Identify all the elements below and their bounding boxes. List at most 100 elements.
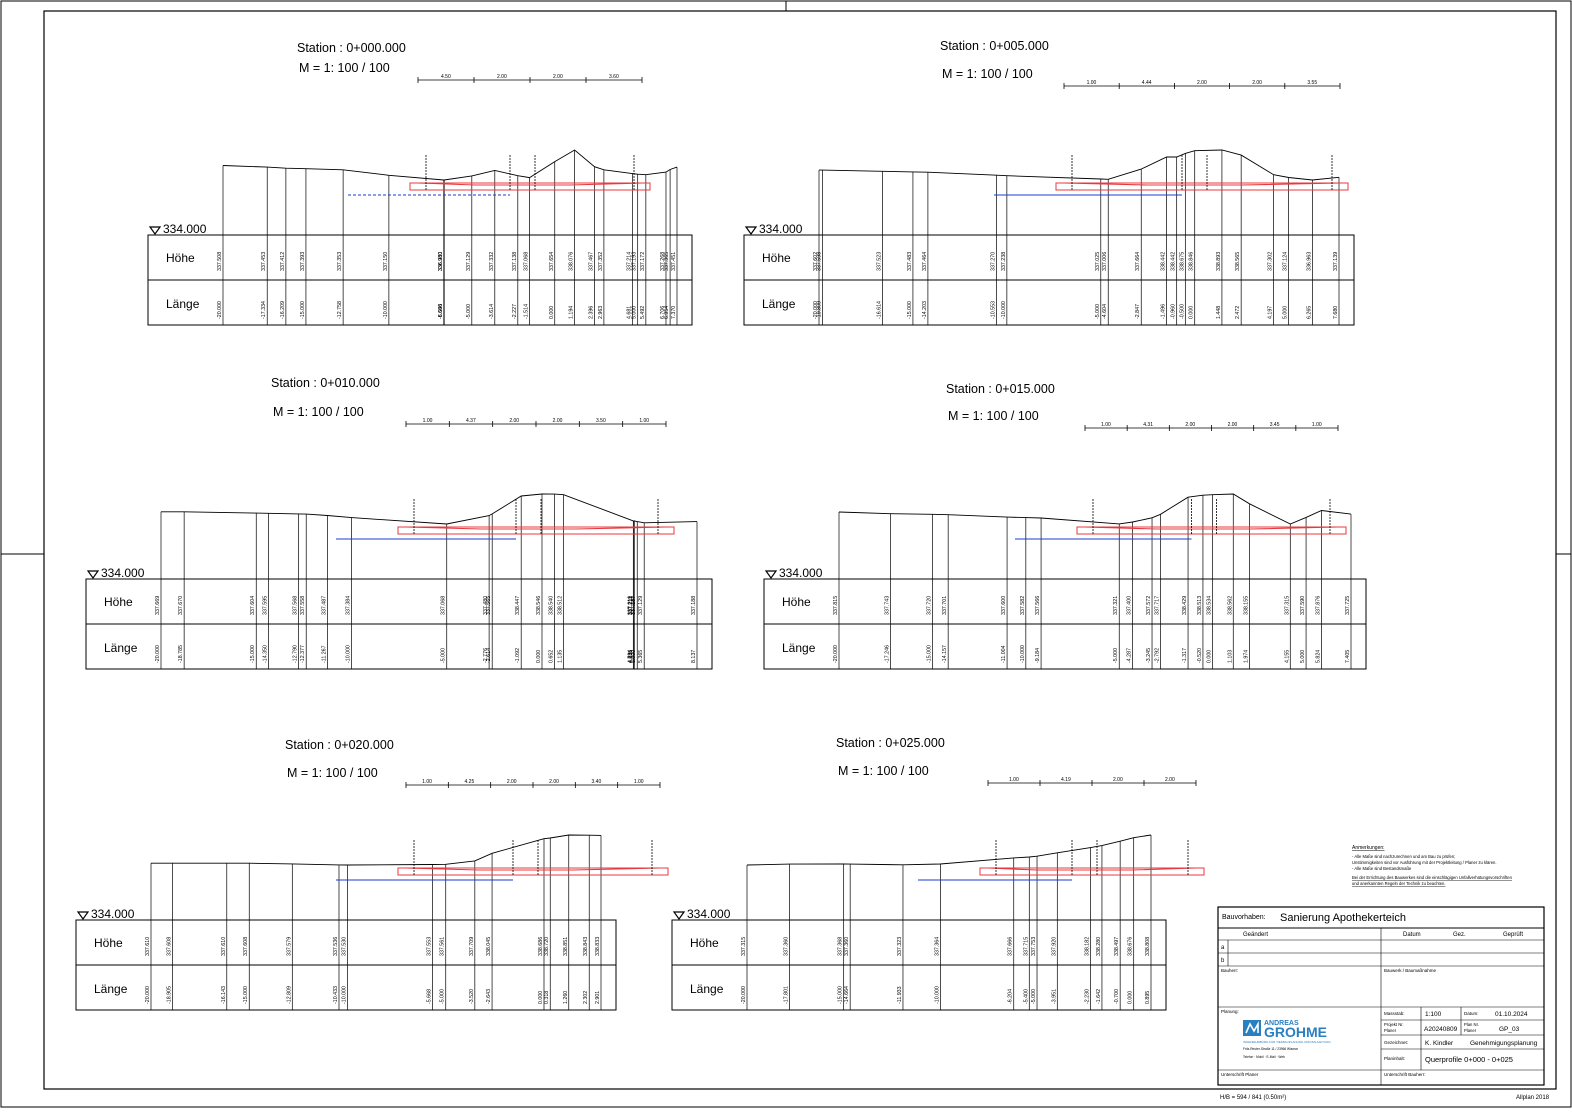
height-value: 337.595 — [263, 596, 269, 615]
height-value: 337.211 — [628, 596, 634, 615]
profile-3: Station : 0+015.000 M = 1: 100 / 100 334.0… — [763, 382, 1367, 670]
logo-emblem-mark — [1245, 1020, 1259, 1034]
length-value: -18.905 — [167, 986, 173, 1004]
length-value: -6.666 — [438, 304, 444, 319]
length-value: -15.000 — [907, 301, 913, 319]
height-value: 337.464 — [922, 252, 928, 271]
planinhalt-label: Planinhalt: — [1384, 1056, 1405, 1061]
revision-b: b — [1221, 958, 1225, 964]
height-value: 337.920 — [1051, 937, 1057, 956]
length-value: -10.553 — [990, 301, 996, 319]
phase-value: Genehmigungsplanung — [1470, 1040, 1538, 1047]
dimension-value: 4.31 — [1143, 422, 1153, 428]
dimension-value: 4.25 — [465, 779, 475, 785]
projekt-label: Projekt Nr. — [1384, 1022, 1404, 1027]
height-value: 337.701 — [942, 596, 948, 615]
height-value: 337.602 — [813, 252, 819, 271]
height-value: 337.480 — [483, 596, 489, 615]
length-value: -14.157 — [942, 645, 948, 663]
row-label-height: Höhe — [104, 595, 133, 609]
height-value: 337.139 — [1333, 252, 1339, 271]
height-value: 337.172 — [640, 252, 646, 271]
height-value: 337.590 — [1300, 596, 1306, 615]
scale-label: M = 1: 100 / 100 — [287, 766, 378, 780]
design-section — [405, 867, 661, 871]
datum-value: 01.10.2024 — [1495, 1011, 1528, 1018]
dimension-value: 2.00 — [1165, 777, 1175, 783]
foundation-outline — [397, 526, 675, 535]
length-value: -15.000 — [250, 645, 256, 663]
dimension-value: 1.00 — [634, 779, 644, 785]
length-value: 4.844 — [628, 650, 634, 663]
length-value: -1.642 — [1096, 989, 1102, 1004]
gezeichnet-label: Gezeichnet: — [1384, 1040, 1408, 1045]
height-value: 337.487 — [321, 596, 327, 615]
company-contact: Telefon · Mobil · E-Mail · Web — [1243, 1055, 1285, 1059]
length-value: -12.758 — [337, 301, 343, 319]
length-value: 7.680 — [1333, 306, 1339, 319]
company-logo: ANDREAS GROHME INGENIEURBÜRO FÜR TIEFBAU… — [1243, 1020, 1331, 1044]
reference-level: 334.000 — [779, 566, 823, 580]
geprueft-header: Geprüft — [1503, 932, 1523, 938]
height-value: 337.717 — [1154, 596, 1160, 615]
row-label-length: Länge — [782, 641, 816, 655]
dimension-value: 3.45 — [1270, 422, 1280, 428]
height-value: 338.182 — [1085, 937, 1091, 956]
height-value: 337.604 — [250, 596, 256, 615]
length-value: -1.514 — [524, 304, 530, 319]
design-section — [417, 182, 643, 186]
length-value: -15.000 — [926, 645, 932, 663]
height-value: 338.280 — [1096, 937, 1102, 956]
height-value: 338.720 — [544, 937, 550, 956]
height-value: 337.451 — [671, 252, 677, 271]
height-value: 338.893 — [1216, 252, 1222, 271]
height-value: 336.980 — [438, 252, 444, 271]
length-value: -0.700 — [1114, 989, 1120, 1004]
length-value: -11.267 — [321, 645, 327, 663]
company-name: GROHME — [1264, 1024, 1327, 1040]
height-value: 337.579 — [286, 937, 292, 956]
length-value: -14.350 — [263, 645, 269, 663]
height-value: 337.608 — [167, 937, 173, 956]
length-value: -10.000 — [934, 986, 940, 1004]
dimension-value: 2.00 — [1113, 777, 1123, 783]
height-value: 337.332 — [489, 252, 495, 271]
foundation-outline — [979, 867, 1205, 876]
length-value: -17.334 — [261, 301, 267, 319]
height-value: 337.553 — [427, 937, 433, 956]
massstab-label: Massstab: — [1384, 1011, 1405, 1016]
height-value: 338.497 — [1114, 937, 1120, 956]
height-value: 338.808 — [1145, 937, 1151, 956]
length-value: -10.000 — [383, 301, 389, 319]
notes-line-1: - Alle Maße sind nachzurechnen und am Ba… — [1352, 854, 1455, 859]
row-label-length: Länge — [166, 297, 200, 311]
length-value: -2.792 — [1154, 648, 1160, 663]
length-value: -6.204 — [1008, 989, 1014, 1004]
height-value: 337.268 — [660, 252, 666, 271]
height-value: 338.540 — [548, 596, 554, 615]
length-value: -3.520 — [469, 989, 475, 1004]
terrain-line — [838, 493, 1352, 525]
plan-value: GP_03 — [1499, 1026, 1520, 1033]
length-value: -6.690 — [438, 304, 444, 319]
height-value: 337.483 — [907, 252, 913, 271]
gezeichnet-value: K. Kindler — [1425, 1040, 1454, 1047]
height-value: 337.384 — [345, 596, 351, 615]
bauwerk-label: Bauwerk / Baumaßnahme — [1384, 968, 1437, 973]
revision-a: a — [1221, 945, 1225, 951]
height-value: 337.368 — [838, 937, 844, 956]
dimension-value: 2.00 — [553, 74, 563, 80]
dimension-value: 2.00 — [1252, 80, 1262, 86]
height-value: 337.467 — [588, 252, 594, 271]
height-value: 338.686 — [538, 937, 544, 956]
length-value: 1.260 — [563, 991, 569, 1004]
length-value: 2.963 — [598, 306, 604, 319]
length-value: 2.302 — [583, 991, 589, 1004]
dimension-value: 2.00 — [1228, 422, 1238, 428]
length-value: -2.847 — [1135, 304, 1141, 319]
height-value: 337.393 — [300, 252, 306, 271]
height-value: 337.193 — [632, 252, 638, 271]
length-value: 4.794 — [627, 650, 633, 663]
length-value: -20.000 — [217, 301, 223, 319]
